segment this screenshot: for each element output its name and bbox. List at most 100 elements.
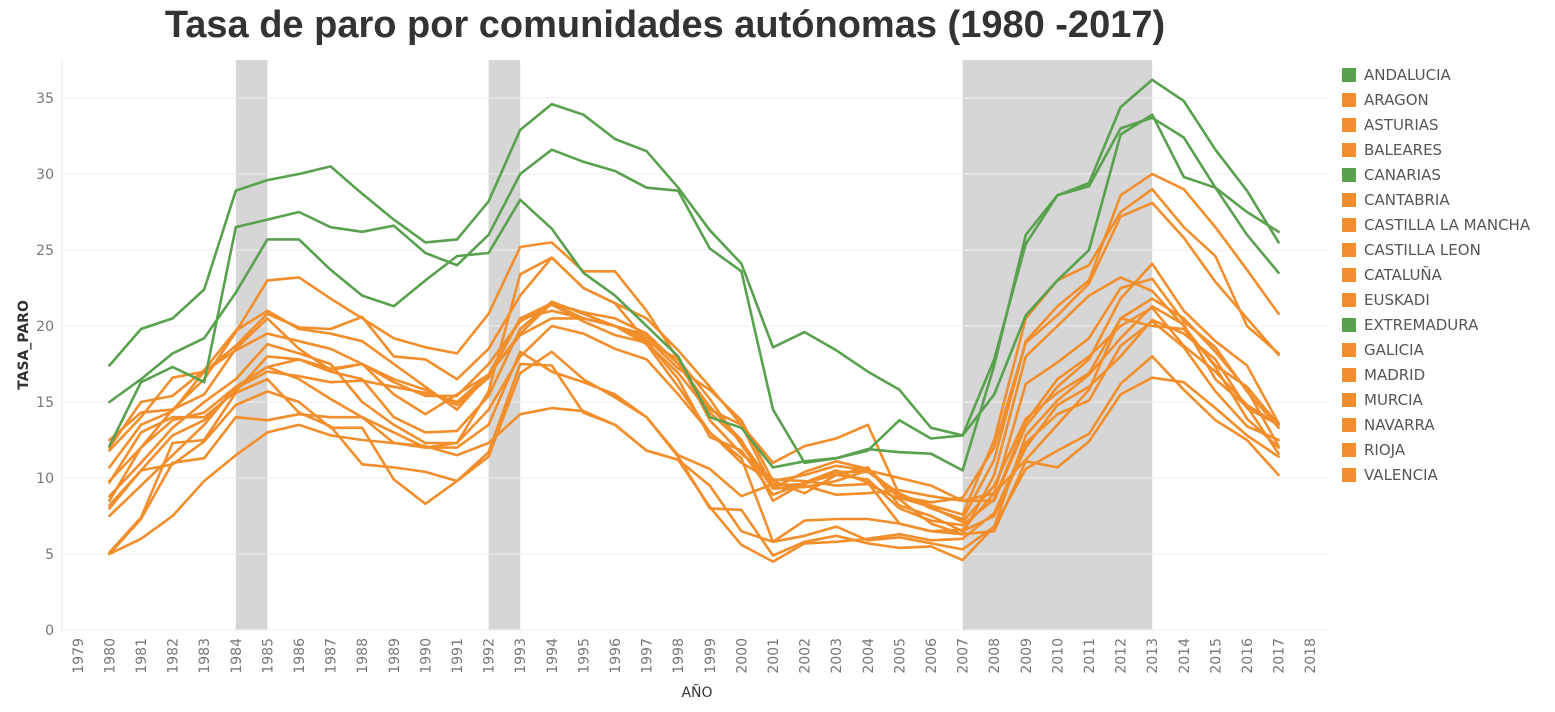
legend-swatch bbox=[1342, 67, 1356, 82]
series-line-aragon[interactable] bbox=[108, 304, 1280, 551]
legend-item-euskadi[interactable]: EUSKADI bbox=[1342, 287, 1530, 312]
x-tick-label: 1980 bbox=[102, 638, 118, 674]
legend-swatch bbox=[1342, 167, 1356, 182]
legend: ANDALUCIA ARAGON ASTURIAS BALEARES CANARIAS C… bbox=[1342, 62, 1530, 487]
legend-item-navarra[interactable]: NAVARRA bbox=[1342, 412, 1530, 437]
series-line-baleares[interactable] bbox=[108, 276, 1280, 556]
legend-label: CATALUÑA bbox=[1364, 265, 1442, 284]
legend-item-canarias[interactable]: CANARIAS bbox=[1342, 162, 1530, 187]
series-line-murcia[interactable] bbox=[108, 187, 1280, 516]
legend-item-castilla-la-mancha[interactable]: CASTILLA LA MANCHA bbox=[1342, 212, 1530, 237]
x-tick-label: 1992 bbox=[482, 638, 498, 674]
x-tick-label: 2017 bbox=[1272, 638, 1288, 674]
x-tick-label: 2005 bbox=[892, 638, 908, 674]
x-tick-label: 1986 bbox=[292, 638, 308, 674]
legend-swatch bbox=[1342, 442, 1356, 457]
y-axis-title: TASA_PARO bbox=[16, 300, 32, 390]
chart-title: Tasa de paro por comunidades autónomas (… bbox=[164, 4, 1166, 46]
x-tick-label: 2018 bbox=[1303, 638, 1319, 674]
y-tick-label: 0 bbox=[45, 623, 54, 639]
legend-swatch bbox=[1342, 142, 1356, 157]
x-tick-label: 1999 bbox=[703, 638, 719, 674]
legend-swatch bbox=[1342, 192, 1356, 207]
x-tick-label: 2001 bbox=[766, 638, 782, 674]
legend-label: BALEARES bbox=[1364, 140, 1443, 159]
series-line-castilla-la-mancha[interactable] bbox=[108, 172, 1280, 521]
series-line-euskadi[interactable] bbox=[108, 256, 1280, 536]
x-tick-label: 1983 bbox=[197, 638, 213, 674]
gridlines bbox=[62, 97, 1326, 631]
legend-item-andalucia[interactable]: ANDALUCIA bbox=[1342, 62, 1530, 87]
x-tick-label: 1988 bbox=[355, 638, 371, 674]
x-tick-label: 2004 bbox=[861, 638, 877, 674]
x-tick-label: 2008 bbox=[987, 638, 1003, 674]
legend-label: GALICIA bbox=[1364, 340, 1424, 359]
legend-item-baleares[interactable]: BALEARES bbox=[1342, 137, 1530, 162]
legend-label: EXTREMADURA bbox=[1364, 315, 1479, 334]
x-tick-label: 2010 bbox=[1050, 638, 1066, 674]
y-axis: 0 5 10 15 20 25 30 35 bbox=[36, 91, 54, 639]
legend-item-valencia[interactable]: VALENCIA bbox=[1342, 462, 1530, 487]
x-tick-label: 1994 bbox=[545, 638, 561, 674]
x-tick-label: 1997 bbox=[640, 638, 656, 674]
x-tick-label: 1979 bbox=[71, 638, 87, 674]
x-tick-label: 2016 bbox=[1240, 638, 1256, 674]
legend-item-murcia[interactable]: MURCIA bbox=[1342, 387, 1530, 412]
legend-label: NAVARRA bbox=[1364, 415, 1435, 434]
legend-swatch bbox=[1342, 342, 1356, 357]
x-tick-label: 2014 bbox=[1177, 638, 1193, 674]
x-tick-label: 2006 bbox=[924, 638, 940, 674]
x-tick-label: 1996 bbox=[608, 638, 624, 674]
series-line-extremadura[interactable] bbox=[108, 113, 1280, 469]
y-tick-label: 35 bbox=[36, 91, 54, 107]
x-tick-label: 1982 bbox=[166, 638, 182, 674]
y-tick-label: 30 bbox=[36, 167, 54, 183]
legend-swatch bbox=[1342, 467, 1356, 482]
legend-swatch bbox=[1342, 392, 1356, 407]
x-axis: 1979 1980 1981 1982 1983 1984 1985 1986 1987 1988… bbox=[71, 638, 1319, 674]
legend-swatch bbox=[1342, 367, 1356, 382]
x-tick-label: 1984 bbox=[229, 638, 245, 674]
legend-swatch bbox=[1342, 242, 1356, 257]
legend-label: CASTILLA LEON bbox=[1364, 240, 1481, 259]
series-line-andalucia[interactable] bbox=[108, 78, 1280, 437]
y-tick-label: 15 bbox=[36, 395, 54, 411]
y-tick-label: 10 bbox=[36, 471, 54, 487]
x-tick-label: 1981 bbox=[134, 638, 150, 674]
series-line-valencia[interactable] bbox=[108, 201, 1280, 504]
legend-label: CANTABRIA bbox=[1364, 190, 1450, 209]
legend-item-rioja[interactable]: RIOJA bbox=[1342, 437, 1530, 462]
y-tick-label: 5 bbox=[45, 547, 54, 563]
y-tick-label: 20 bbox=[36, 319, 54, 335]
legend-item-madrid[interactable]: MADRID bbox=[1342, 362, 1530, 387]
x-tick-label: 2000 bbox=[734, 638, 750, 674]
x-axis-title: AÑO bbox=[681, 684, 712, 701]
legend-swatch bbox=[1342, 117, 1356, 132]
series-line-cataluna[interactable] bbox=[108, 277, 1280, 533]
x-tick-label: 1991 bbox=[450, 638, 466, 674]
legend-item-asturias[interactable]: ASTURIAS bbox=[1342, 112, 1530, 137]
legend-label: ANDALUCIA bbox=[1364, 65, 1451, 84]
legend-label: MURCIA bbox=[1364, 390, 1423, 409]
legend-item-extremadura[interactable]: EXTREMADURA bbox=[1342, 312, 1530, 337]
legend-label: CASTILLA LA MANCHA bbox=[1364, 215, 1531, 234]
x-tick-label: 1990 bbox=[418, 638, 434, 674]
x-tick-label: 2003 bbox=[829, 638, 845, 674]
x-tick-label: 2007 bbox=[956, 638, 972, 674]
legend-swatch bbox=[1342, 417, 1356, 432]
series-line-canarias[interactable] bbox=[108, 116, 1280, 472]
legend-label: RIOJA bbox=[1364, 440, 1406, 459]
legend-item-cantabria[interactable]: CANTABRIA bbox=[1342, 187, 1530, 212]
series-line-rioja[interactable] bbox=[108, 320, 1280, 563]
x-tick-label: 2002 bbox=[798, 638, 814, 674]
legend-item-galicia[interactable]: GALICIA bbox=[1342, 337, 1530, 362]
legend-item-aragon[interactable]: ARAGON bbox=[1342, 87, 1530, 112]
x-tick-label: 1993 bbox=[513, 638, 529, 674]
legend-label: MADRID bbox=[1364, 365, 1426, 384]
x-tick-label: 2009 bbox=[1019, 638, 1035, 674]
legend-item-cataluna[interactable]: CATALUÑA bbox=[1342, 262, 1530, 287]
legend-item-castilla-leon[interactable]: CASTILLA LEON bbox=[1342, 237, 1530, 262]
x-tick-label: 1998 bbox=[671, 638, 687, 674]
legend-label: CANARIAS bbox=[1364, 165, 1441, 184]
legend-label: VALENCIA bbox=[1364, 465, 1438, 484]
